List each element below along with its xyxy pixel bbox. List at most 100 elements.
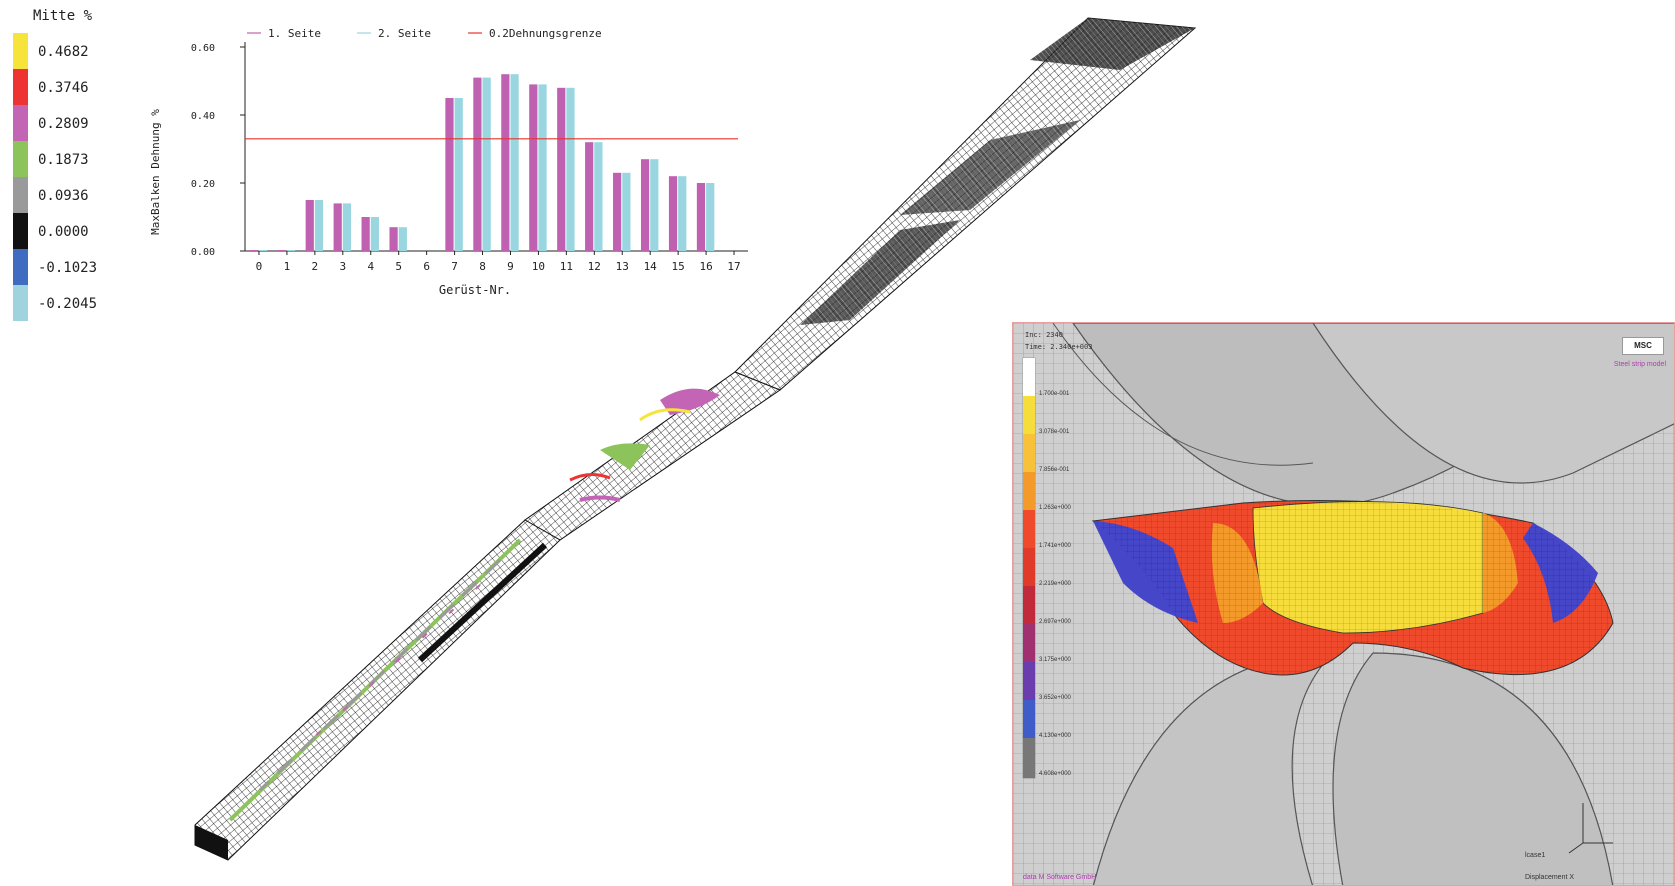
chart-axes: 0.000.200.400.600 1 2 3 4 5 6 7 8 9 10 11 12 13 14 15 16… <box>191 42 748 273</box>
x-tick-label: 2 <box>312 260 319 273</box>
bar <box>258 250 268 251</box>
fe-simulation-image: Inc: 2340 Time: 2.340e+003 MSC Steel str… <box>1012 322 1675 886</box>
bar <box>445 98 454 251</box>
legend-label: 0.0000 <box>38 224 89 240</box>
legend-label: 0.0936 <box>38 188 89 204</box>
legend-entry: 1. Seite <box>268 27 321 40</box>
x-tick-label: 13 <box>616 260 629 273</box>
fe-scale-label: 1.700e-001 <box>1039 391 1070 397</box>
bar <box>566 87 575 251</box>
legend-entry: 0.2Dehnungsgrenze <box>489 27 602 40</box>
bar <box>286 250 296 251</box>
legend-item: 0.0000 <box>0 213 120 249</box>
legend-swatch <box>13 285 28 321</box>
strip-lower <box>194 519 561 861</box>
legend-label: 0.3746 <box>38 80 89 96</box>
x-tick-label: 0 <box>256 260 263 273</box>
fe-scale-label: 3.652e+000 <box>1039 695 1071 701</box>
bar <box>333 203 342 251</box>
bar <box>696 183 706 251</box>
fe-render <box>1013 323 1674 885</box>
legend-label: 0.4682 <box>38 44 89 60</box>
bar-chart: 1. Seite 2. Seite 0.2Dehnungsgrenze 0.00 0.… <box>149 27 748 297</box>
x-tick-label: 10 <box>532 260 545 273</box>
legend-item: 0.4682 <box>0 33 120 69</box>
x-tick-label: 15 <box>672 260 685 273</box>
legend-swatch <box>13 249 28 285</box>
x-tick-label: 4 <box>367 260 374 273</box>
bar <box>342 203 352 251</box>
bar <box>473 77 482 251</box>
legend-swatch <box>13 69 28 105</box>
bar <box>398 227 407 251</box>
fe-scale-label: 2.697e+000 <box>1039 619 1071 625</box>
bar <box>501 74 510 251</box>
fe-scale-label: 2.219e+000 <box>1039 581 1071 587</box>
time-label: Time: 2.340e+003 <box>1025 343 1093 351</box>
fe-scale-label: 1.263e+000 <box>1039 505 1071 511</box>
chart-bars <box>245 74 738 252</box>
bar <box>314 200 324 251</box>
bar <box>622 172 631 251</box>
x-tick-label: 5 <box>395 260 402 273</box>
strip-transition <box>524 371 782 541</box>
bar <box>650 159 659 251</box>
y-tick-label: 0.40 <box>191 111 215 122</box>
bar <box>594 142 603 251</box>
legend-swatch <box>13 177 28 213</box>
x-axis-label: Gerüst-Nr. <box>439 283 511 297</box>
job-label: lcase1 <box>1525 852 1546 859</box>
bar <box>249 250 258 251</box>
bar <box>678 176 687 251</box>
legend-title: Mitte % <box>33 8 93 24</box>
fe-scale-label: 4.608e+000 <box>1039 771 1071 777</box>
legend-label: -0.1023 <box>38 260 98 276</box>
y-tick-label: 0.20 <box>191 179 215 190</box>
legend-item: 0.1873 <box>0 141 120 177</box>
x-tick-label: 3 <box>339 260 346 273</box>
legend-item: -0.2045 <box>0 285 120 321</box>
fe-scale-label: 1.741e+000 <box>1039 543 1071 549</box>
company-label: data M Software GmbH <box>1023 874 1097 881</box>
bar <box>482 77 491 251</box>
bar <box>557 87 566 251</box>
legend-label: 0.2809 <box>38 116 89 132</box>
legend-swatch <box>13 213 28 249</box>
fe-scale-label: 4.130e+000 <box>1039 733 1071 739</box>
legend-item: 0.2809 <box>0 105 120 141</box>
x-tick-label: 6 <box>423 260 430 273</box>
bar <box>668 176 678 251</box>
bar <box>305 200 314 251</box>
fe-scale-label: 3.175e+000 <box>1039 657 1071 663</box>
bar <box>640 159 650 251</box>
fe-scale-label: 7.856e-001 <box>1039 467 1070 473</box>
x-tick-label: 16 <box>699 260 712 273</box>
legend-swatch <box>13 33 28 69</box>
x-tick-label: 14 <box>644 260 658 273</box>
displacement-label: Displacement X <box>1525 874 1575 881</box>
msc-logo: MSC <box>1622 337 1664 355</box>
legend-swatch <box>13 141 28 177</box>
bar <box>277 250 286 251</box>
bar <box>529 84 538 252</box>
model-label: Steel strip model <box>1613 361 1666 368</box>
legend-item: 0.0936 <box>0 177 120 213</box>
x-tick-label: 11 <box>560 260 573 273</box>
y-axis-label: MaxBalken Dehnung % <box>149 109 162 235</box>
x-tick-label: 12 <box>588 260 601 273</box>
legend-swatch <box>13 105 28 141</box>
x-tick-label: 1 <box>284 260 291 273</box>
x-tick-label: 9 <box>507 260 514 273</box>
x-tick-label: 8 <box>479 260 486 273</box>
legend-item: -0.1023 <box>0 249 120 285</box>
legend-entry: 2. Seite <box>378 27 431 40</box>
bar <box>389 227 398 251</box>
fe-scale-label: 3.078e-001 <box>1039 429 1070 435</box>
x-tick-label: 17 <box>727 260 740 273</box>
bar <box>370 217 379 251</box>
legend-label: 0.1873 <box>38 152 89 168</box>
bar <box>706 183 715 251</box>
bar <box>585 142 594 251</box>
x-tick-label: 7 <box>451 260 458 273</box>
chart-legend: 1. Seite 2. Seite 0.2Dehnungsgrenze <box>247 27 602 40</box>
